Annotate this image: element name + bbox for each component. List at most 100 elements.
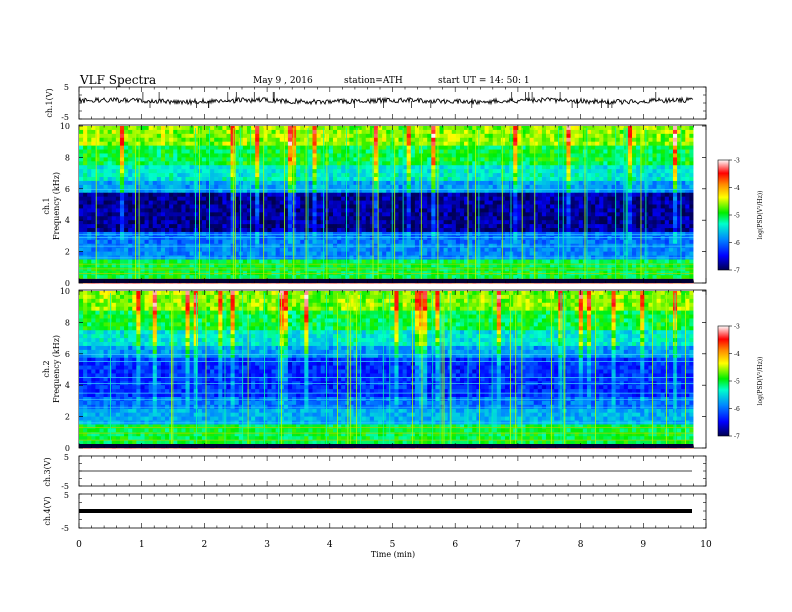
- spec1-cell: [144, 137, 150, 143]
- spec1-cell: [83, 196, 88, 201]
- spec1-cell: [541, 137, 547, 143]
- spec1-cell: [480, 141, 485, 147]
- spec1-cell: [140, 184, 145, 190]
- spec1-cell: [451, 196, 457, 201]
- spec1-cell: [251, 239, 256, 245]
- spec1-cell: [136, 165, 141, 170]
- spec1-cell: [189, 129, 195, 135]
- spec1-cell: [541, 157, 547, 162]
- spec1-cell: [640, 184, 645, 190]
- spec1-cell: [689, 196, 694, 201]
- spec1-cell: [169, 153, 174, 158]
- spec1-cell: [267, 133, 272, 139]
- spec1-cell: [140, 180, 145, 186]
- spec1-cell: [83, 188, 88, 194]
- spec1-cell: [144, 165, 150, 170]
- spec1-cell: [226, 153, 231, 158]
- spec1-cell: [300, 173, 305, 178]
- spec1-cell: [414, 153, 420, 158]
- spec1-cell: [468, 129, 473, 135]
- spec1-cell: [648, 196, 653, 201]
- spec1-cell: [201, 157, 207, 162]
- spec1-cell: [513, 239, 518, 245]
- spec1-cell: [500, 208, 506, 213]
- spec1-cell: [144, 228, 150, 233]
- spec1-cell: [197, 137, 203, 143]
- spec1-cell: [365, 239, 371, 245]
- spec1-cell: [398, 177, 404, 182]
- spec1-cell: [91, 165, 96, 170]
- spec1-cell: [152, 180, 158, 186]
- spec1-cell: [181, 157, 186, 162]
- spec1-cell: [378, 235, 383, 241]
- spec1-cell: [652, 161, 657, 166]
- spec1-cell: [332, 212, 338, 217]
- spec1-cell: [394, 208, 399, 213]
- spec1-cell: [308, 200, 313, 205]
- spec1-cell: [619, 212, 625, 217]
- spec1-cell: [365, 161, 371, 166]
- spec1-cell: [525, 239, 531, 245]
- spec1-cell: [685, 188, 690, 194]
- spec1-cell: [103, 220, 109, 225]
- spec1-cell: [279, 216, 285, 221]
- spec1-cell: [603, 149, 608, 154]
- spec1-cell: [570, 216, 576, 221]
- spec1-cell: [332, 224, 338, 229]
- spec1-cell: [341, 235, 346, 241]
- spec1-cell: [115, 204, 121, 209]
- spec1-cell: [259, 153, 264, 158]
- spec1-cell: [660, 220, 666, 225]
- spec1-cell: [296, 224, 301, 229]
- spec1-cell: [459, 220, 465, 225]
- spec1-cell: [214, 204, 219, 209]
- spec1-cell: [210, 212, 215, 217]
- spec1-cell: [406, 133, 412, 139]
- spec1-cell: [627, 192, 633, 198]
- spec1-cell: [382, 173, 387, 178]
- spec1-cell: [562, 228, 567, 233]
- spec1-cell: [332, 165, 338, 170]
- spec1-cell: [578, 169, 584, 174]
- spec1-cell: [144, 177, 150, 182]
- spec1-cell: [165, 239, 170, 245]
- spec1-cell: [500, 145, 506, 150]
- spec1-cell: [128, 133, 133, 139]
- spec1-cell: [619, 157, 625, 162]
- spec1-cell: [496, 200, 502, 205]
- spec1-cell: [136, 235, 141, 241]
- spec1-cell: [619, 216, 625, 221]
- spec1-cell: [144, 216, 150, 221]
- spec1-cell: [275, 239, 281, 245]
- spec1-cell: [382, 184, 387, 190]
- spec1-cell: [128, 161, 133, 166]
- spec1-cell: [267, 251, 272, 256]
- spec1-cell: [140, 228, 145, 233]
- spec1-cell: [386, 204, 391, 209]
- spec1-cell: [197, 129, 203, 135]
- spec1-cell: [591, 161, 596, 166]
- spec1-cell: [160, 129, 166, 135]
- spec1-cell: [443, 192, 449, 198]
- spec1-cell: [439, 239, 444, 245]
- spec1-cell: [107, 192, 113, 198]
- spec1-cell: [181, 220, 186, 225]
- spec1-cell: [107, 220, 113, 225]
- spec1-cell: [320, 173, 326, 178]
- spec1-cell: [681, 204, 686, 209]
- spec1-cell: [361, 177, 367, 182]
- spec1-cell: [218, 224, 223, 229]
- spec1-cell: [484, 188, 490, 194]
- spec1-cell: [578, 235, 584, 241]
- spec1-cell: [353, 169, 358, 174]
- spec1-cell: [550, 192, 555, 198]
- spec1-cell: [382, 228, 387, 233]
- spec1-cell: [464, 208, 469, 213]
- spec1-cell: [349, 141, 354, 147]
- spec1-cell: [136, 208, 141, 213]
- spec1-cell: [664, 220, 670, 225]
- spec1-cell: [668, 188, 674, 194]
- spec1-cell: [406, 173, 412, 178]
- spec1-cell: [312, 196, 317, 201]
- spec1-cell: [365, 235, 371, 241]
